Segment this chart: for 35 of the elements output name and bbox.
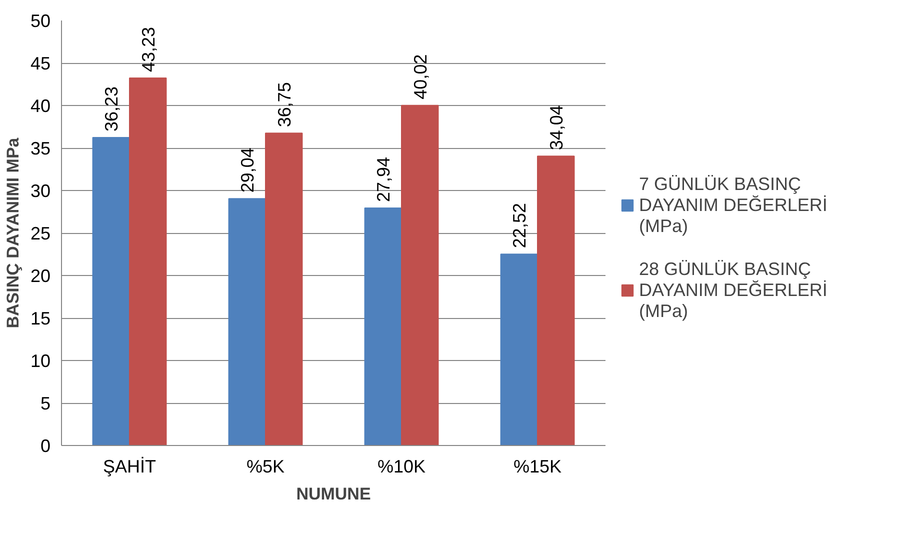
bar <box>129 78 167 446</box>
y-tick-label: 40 <box>30 96 51 116</box>
data-label: 27,94 <box>374 156 394 202</box>
y-tick-label: 45 <box>30 54 51 74</box>
data-label: 36,23 <box>102 86 122 132</box>
y-tick-label: 5 <box>40 394 51 414</box>
legend-label: 7 GÜNLÜK BASINÇ DAYANIM DEĞERLERİ (MPa) <box>639 174 828 236</box>
x-axis-title: NUMUNE <box>296 484 371 504</box>
y-tick-label: 25 <box>30 224 51 244</box>
data-label: 40,02 <box>410 54 430 100</box>
bar <box>228 198 266 446</box>
data-label: 43,23 <box>138 27 158 72</box>
data-label: 29,04 <box>238 148 258 193</box>
y-tick-label: 30 <box>30 181 51 201</box>
x-tick-label: %5K <box>246 456 285 476</box>
y-tick-label: 20 <box>30 266 51 286</box>
data-label: 22,52 <box>510 203 530 248</box>
data-label: 34,04 <box>546 105 566 150</box>
y-tick-label: 50 <box>30 11 51 31</box>
bar <box>500 254 538 446</box>
y-tick-label: 35 <box>30 138 51 158</box>
y-tick-label: 15 <box>30 308 51 328</box>
x-tick-label: ŞAHİT <box>102 456 156 476</box>
bar <box>401 104 439 446</box>
legend-label: 28 GÜNLÜK BASINÇ DAYANIM DEĞERLERİ (MPa) <box>639 258 828 322</box>
bar <box>265 132 303 446</box>
y-axis-title: BASINÇ DAYANIMI MPa <box>3 137 22 328</box>
bar <box>364 208 402 446</box>
x-tick-label: %15K <box>513 456 562 476</box>
x-tick-label: %10K <box>377 456 426 476</box>
y-tick-label: 0 <box>40 436 51 456</box>
bar <box>537 156 575 446</box>
data-label: 36,75 <box>274 82 294 128</box>
y-tick-label: 10 <box>30 351 51 371</box>
bar <box>92 137 130 446</box>
